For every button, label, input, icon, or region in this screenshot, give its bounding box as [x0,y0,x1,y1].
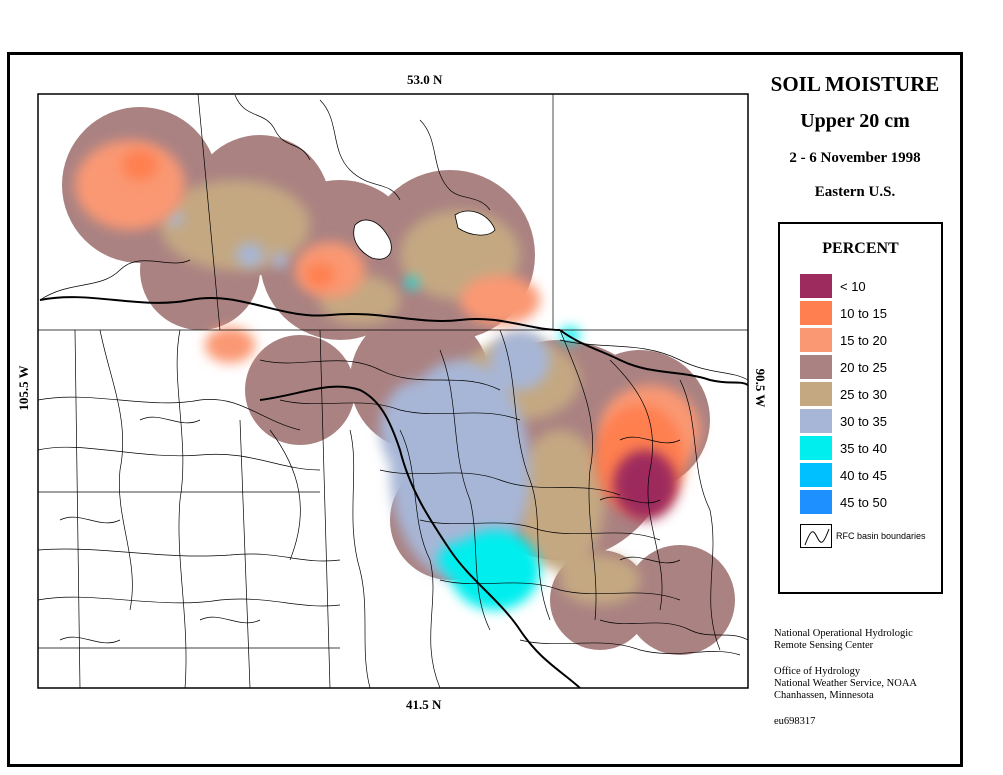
legend-item: 10 to 15 [800,301,887,325]
credits-line: Remote Sensing Center [774,640,874,651]
left-longitude-label: 105.5 W [16,365,31,411]
legend-item: 25 to 30 [800,382,887,406]
legend-label: 25 to 30 [840,386,887,402]
credits-nohrsc: National Operational Hydrologic Remote S… [774,628,913,652]
credits-line: National Weather Service, NOAA [774,678,917,689]
legend-label: 40 to 45 [840,467,887,483]
legend-swatch [800,382,832,406]
legend-basin-label: RFC basin boundaries [836,531,926,541]
legend-label: 15 to 20 [840,332,887,348]
legend-swatch [800,409,832,433]
map-subtitle-depth: Upper 20 cm [800,110,910,132]
moisture-zone-lt-10 [613,450,677,520]
legend-item: 40 to 45 [800,463,887,487]
credits-line: Chanhassen, Minnesota [774,690,874,701]
moisture-zone-30-35 [167,210,550,580]
legend-label: 30 to 35 [840,413,887,429]
legend-item: 35 to 40 [800,436,887,460]
map-frame [7,52,963,767]
bottom-latitude-label: 41.5 N [406,697,442,712]
map-date-range: 2 - 6 November 1998 [789,150,921,166]
legend-swatch [800,490,832,514]
legend-label: 35 to 40 [840,440,887,456]
lakes [353,210,496,260]
legend-item: < 10 [800,274,866,298]
legend-item: 15 to 20 [800,328,887,352]
legend-label: 20 to 25 [840,359,887,375]
legend-label: 45 to 50 [840,494,887,510]
major-rivers [39,296,748,688]
legend-item-basin: RFC basin boundaries [800,524,926,548]
credits-office: Office of Hydrology National Weather Ser… [774,666,917,702]
basin-boundary-icon [800,524,832,548]
legend-label: 10 to 15 [840,305,887,321]
map-id: eu698317 [774,716,816,727]
legend-swatch [800,436,832,460]
legend-heading: PERCENT [822,240,899,257]
legend-item: 30 to 35 [800,409,887,433]
top-latitude-label: 53.0 N [407,72,443,87]
map-title: SOIL MOISTURE [770,72,940,96]
rfc-basin-boundaries [38,94,748,688]
map-region: Eastern U.S. [814,184,896,200]
credits-line: Office of Hydrology [774,666,861,677]
legend-swatch [800,328,832,352]
legend-label: < 10 [840,278,866,294]
right-longitude-label: 90.5 W [753,368,768,408]
legend-swatch [800,355,832,379]
legend-swatch [800,463,832,487]
legend-swatch [800,274,832,298]
legend: PERCENT < 10 10 to 15 15 to 20 20 to 25 … [778,222,943,594]
legend-item: 20 to 25 [800,355,887,379]
legend-swatch [800,301,832,325]
legend-item: 45 to 50 [800,490,887,514]
credits-line: National Operational Hydrologic [774,628,913,639]
